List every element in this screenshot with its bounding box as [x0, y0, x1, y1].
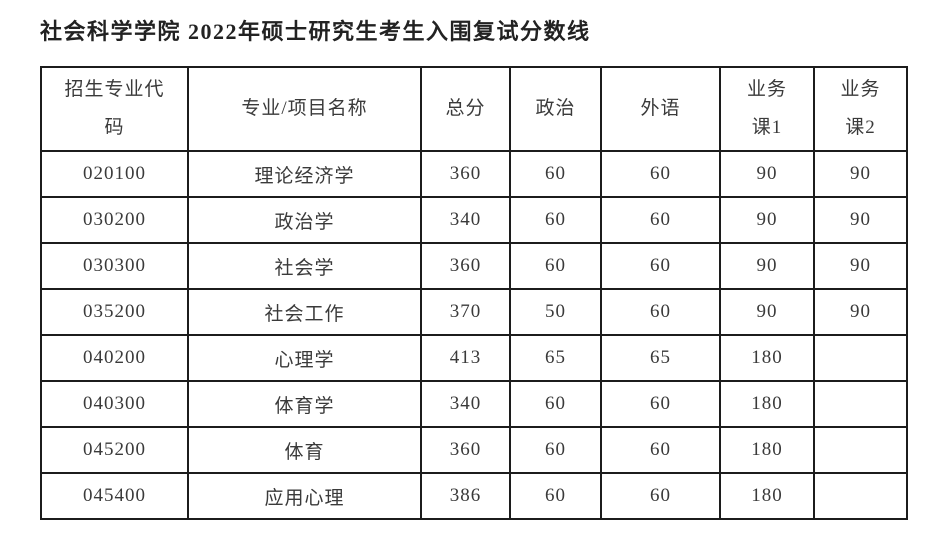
cell-specialized-course-1: 180 [719, 334, 815, 382]
cell-politics: 60 [509, 472, 602, 520]
table-row: 030300 社会学 360 60 60 90 90 [40, 242, 908, 290]
cell-politics: 60 [509, 380, 602, 428]
cell-total-score: 360 [420, 242, 511, 290]
cell-politics: 50 [509, 288, 602, 336]
table-row: 020100 理论经济学 360 60 60 90 90 [40, 150, 908, 198]
cell-politics: 60 [509, 150, 602, 198]
cell-specialized-course-1: 180 [719, 426, 815, 474]
column-header-foreign-language: 外语 [600, 66, 721, 152]
cell-specialized-course-1: 90 [719, 242, 815, 290]
cell-program-name: 社会学 [187, 242, 422, 290]
cell-foreign-language: 65 [600, 334, 721, 382]
cell-program-code: 040200 [40, 334, 189, 382]
column-header-label: 总分 [445, 98, 486, 119]
cell-total-score: 340 [420, 380, 511, 428]
cell-program-name: 应用心理 [187, 472, 422, 520]
column-header-specialized-course-2: 业务课2 [813, 66, 908, 152]
cell-specialized-course-2 [813, 426, 908, 474]
cell-program-name: 理论经济学 [187, 150, 422, 198]
column-header-label: 业务课1 [746, 79, 787, 138]
page-title: 社会科学学院 2022年硕士研究生考生入围复试分数线 [40, 19, 591, 44]
cell-total-score: 360 [420, 150, 511, 198]
cell-specialized-course-2: 90 [813, 242, 908, 290]
table-row: 040300 体育学 340 60 60 180 [40, 380, 908, 428]
cell-program-name: 社会工作 [187, 288, 422, 336]
cell-program-code: 020100 [40, 150, 189, 198]
cell-program-code: 045400 [40, 472, 189, 520]
cell-program-name: 体育 [187, 426, 422, 474]
cell-specialized-course-1: 90 [719, 288, 815, 336]
column-header-program-code: 招生专业代码 [40, 66, 189, 152]
cell-program-code: 035200 [40, 288, 189, 336]
cell-total-score: 386 [420, 472, 511, 520]
column-header-program-name: 专业/项目名称 [187, 66, 422, 152]
cell-politics: 65 [509, 334, 602, 382]
cell-foreign-language: 60 [600, 288, 721, 336]
table-row: 035200 社会工作 370 50 60 90 90 [40, 288, 908, 336]
cell-specialized-course-1: 90 [719, 196, 815, 244]
score-table: 招生专业代码 专业/项目名称 总分 政治 外语 业务课1 业务课2 020100 理论经济学 3… [40, 66, 908, 520]
cell-foreign-language: 60 [600, 242, 721, 290]
cell-program-name: 心理学 [187, 334, 422, 382]
cell-politics: 60 [509, 196, 602, 244]
column-header-specialized-course-1: 业务课1 [719, 66, 815, 152]
cell-specialized-course-2: 90 [813, 150, 908, 198]
cell-total-score: 413 [420, 334, 511, 382]
cell-program-code: 030300 [40, 242, 189, 290]
column-header-total-score: 总分 [420, 66, 511, 152]
cell-specialized-course-1: 90 [719, 150, 815, 198]
cell-program-code: 030200 [40, 196, 189, 244]
cell-total-score: 360 [420, 426, 511, 474]
cell-foreign-language: 60 [600, 150, 721, 198]
column-header-label: 业务课2 [840, 79, 881, 138]
cell-specialized-course-2: 90 [813, 288, 908, 336]
column-header-label: 政治 [535, 98, 576, 119]
table-row: 045200 体育 360 60 60 180 [40, 426, 908, 474]
cell-specialized-course-2 [813, 472, 908, 520]
column-header-politics: 政治 [509, 66, 602, 152]
column-header-label: 外语 [640, 98, 681, 119]
cell-specialized-course-2: 90 [813, 196, 908, 244]
cell-foreign-language: 60 [600, 196, 721, 244]
document-page: 社会科学学院 2022年硕士研究生考生入围复试分数线 招生专业代码 专业/项目名称… [0, 14, 936, 520]
cell-foreign-language: 60 [600, 426, 721, 474]
cell-politics: 60 [509, 242, 602, 290]
cell-specialized-course-2 [813, 334, 908, 382]
column-header-label: 专业/项目名称 [241, 98, 368, 119]
table-row: 040200 心理学 413 65 65 180 [40, 334, 908, 382]
cell-foreign-language: 60 [600, 472, 721, 520]
cell-program-name: 政治学 [187, 196, 422, 244]
cell-specialized-course-1: 180 [719, 380, 815, 428]
cell-total-score: 370 [420, 288, 511, 336]
cell-foreign-language: 60 [600, 380, 721, 428]
cell-politics: 60 [509, 426, 602, 474]
cell-specialized-course-1: 180 [719, 472, 815, 520]
column-header-label: 招生专业代码 [64, 79, 165, 138]
cell-specialized-course-2 [813, 380, 908, 428]
cell-program-code: 040300 [40, 380, 189, 428]
table-header-row: 招生专业代码 专业/项目名称 总分 政治 外语 业务课1 业务课2 [40, 66, 908, 152]
cell-program-code: 045200 [40, 426, 189, 474]
cell-program-name: 体育学 [187, 380, 422, 428]
table-row: 045400 应用心理 386 60 60 180 [40, 472, 908, 520]
cell-total-score: 340 [420, 196, 511, 244]
table-row: 030200 政治学 340 60 60 90 90 [40, 196, 908, 244]
